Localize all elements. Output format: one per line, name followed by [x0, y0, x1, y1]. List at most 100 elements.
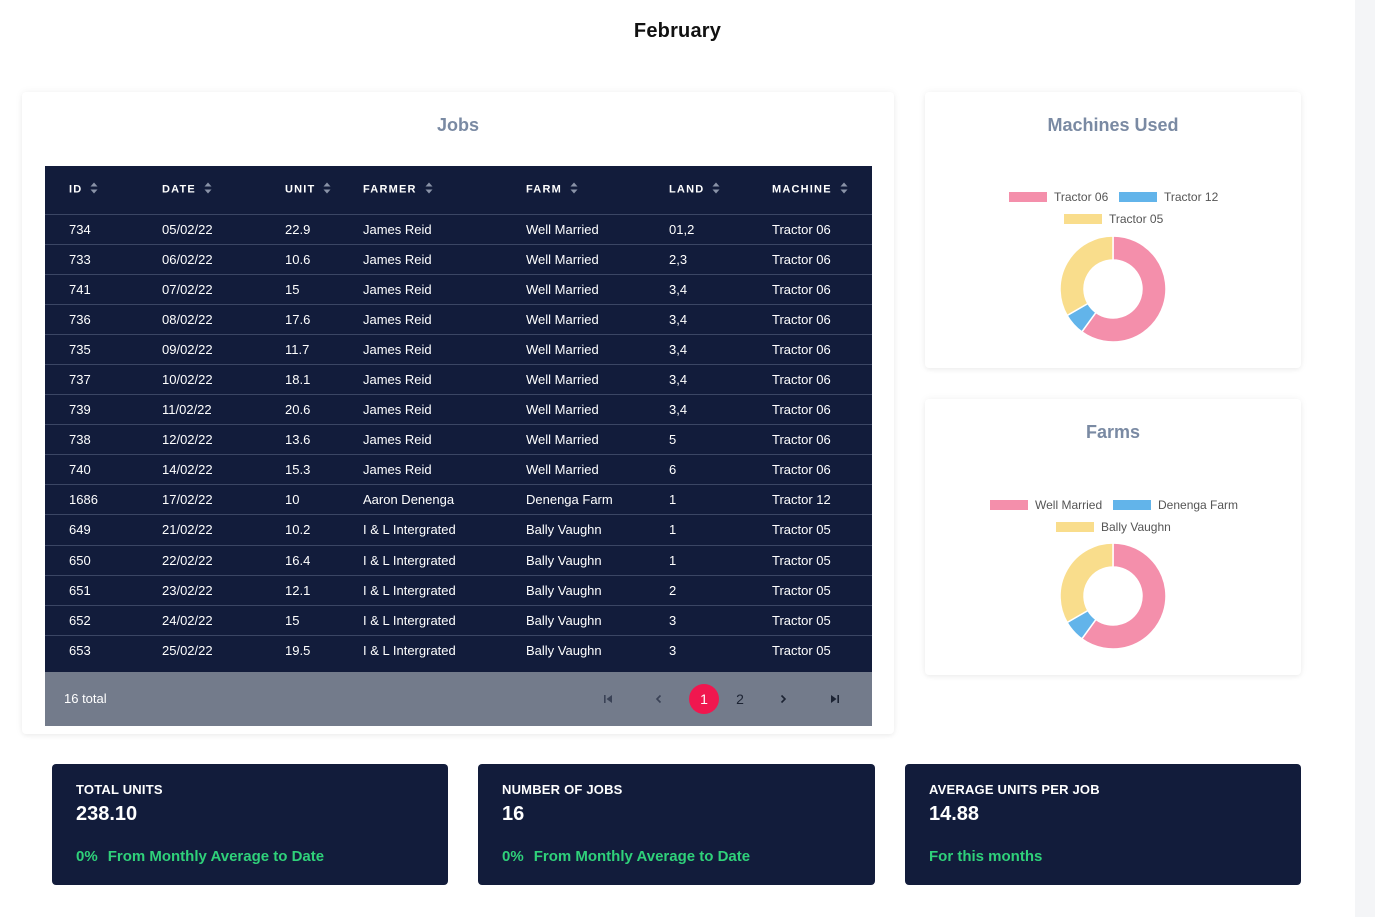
machines-used-card: Machines Used Tractor 06 Tractor 12 Trac… [925, 92, 1301, 368]
cell-farm: Well Married [526, 251, 599, 267]
table-row[interactable]: 739 11/02/22 20.6 James Reid Well Married 3,4… [45, 394, 872, 425]
donut-slice-well-married[interactable] [1080, 542, 1167, 650]
donut-slice-tractor-06[interactable] [1080, 235, 1167, 343]
cell-machine: Tractor 05 [772, 552, 831, 568]
sort-icon[interactable] [323, 182, 331, 197]
legend-swatch [1009, 192, 1047, 202]
page-1-button[interactable]: 1 [689, 684, 719, 714]
legend-item[interactable]: Tractor 06 [1009, 190, 1108, 204]
column-header-farm[interactable]: FARM [502, 166, 645, 214]
cell-date: 23/02/22 [162, 582, 213, 598]
cell-farmer: I & L Intergrated [363, 522, 456, 538]
jobs-card-title: Jobs [436, 115, 479, 135]
legend-label: Bally Vaughn [1101, 520, 1171, 534]
cell-date: 14/02/22 [162, 462, 213, 478]
cell-farmer: James Reid [363, 341, 432, 357]
cell-date: 17/02/22 [162, 492, 213, 508]
cell-machine: Tractor 06 [772, 372, 831, 388]
legend-item[interactable]: Bally Vaughn [1056, 520, 1171, 534]
cell-unit: 19.5 [285, 643, 311, 659]
table-row[interactable]: 734 05/02/22 22.9 James Reid Well Married 01,… [45, 214, 872, 244]
table-row[interactable]: 651 23/02/22 12.1 I & L Intergrated Bally Va… [45, 575, 872, 605]
stat-change: 0% From Monthly Average to Date [76, 848, 324, 865]
legend-label: Well Married [1035, 498, 1103, 512]
total-count: 16 total [64, 691, 107, 706]
legend-swatch [1056, 522, 1094, 532]
page-2-button[interactable]: 2 [736, 691, 744, 707]
column-header-id[interactable]: ID [45, 166, 138, 214]
cell-machine: Tractor 06 [772, 251, 831, 267]
column-header-label: FARM [526, 183, 562, 196]
table-body: 734 05/02/22 22.9 James Reid Well Married 01,… [45, 214, 872, 665]
cell-farm: Well Married [526, 341, 599, 357]
stat-label: TOTAL UNITS [76, 782, 163, 797]
column-header-unit[interactable]: UNIT [261, 166, 339, 214]
sort-icon[interactable] [204, 182, 212, 197]
cell-land: 3,4 [669, 402, 688, 418]
cell-farmer: James Reid [363, 311, 432, 327]
legend-item[interactable]: Tractor 12 [1119, 190, 1218, 204]
cell-id: 650 [69, 552, 91, 568]
table-row[interactable]: 1686 17/02/22 10 Aaron Denenga Denenga Farm 1… [45, 484, 872, 515]
table-row[interactable]: 737 10/02/22 18.1 James Reid Well Married 3,4… [45, 364, 872, 394]
table-row[interactable]: 650 22/02/22 16.4 I & L Intergrated Bally Va… [45, 545, 872, 575]
table-row[interactable]: 735 09/02/22 11.7 James Reid Well Married 3,4… [45, 334, 872, 364]
cell-land: 3,4 [669, 341, 688, 357]
cell-id: 652 [69, 612, 91, 628]
legend-item[interactable]: Well Married [990, 498, 1102, 512]
sort-icon[interactable] [570, 182, 578, 197]
cell-farm: Well Married [526, 462, 599, 478]
sort-icon[interactable] [90, 182, 98, 197]
column-header-label: ID [69, 183, 83, 196]
column-header-land[interactable]: LAND [645, 166, 748, 214]
cell-machine: Tractor 06 [772, 462, 831, 478]
donut-slice-bally-vaughn[interactable] [1059, 542, 1114, 624]
table-row[interactable]: 649 21/02/22 10.2 I & L Intergrated Bally Va… [45, 514, 872, 545]
donut-slice-tractor-05[interactable] [1059, 235, 1114, 317]
column-header-date[interactable]: DATE [138, 166, 261, 214]
scrollbar-track[interactable] [1355, 0, 1375, 917]
column-header-label: MACHINE [772, 183, 832, 196]
page-title: February [633, 20, 722, 42]
cell-farm: Well Married [526, 402, 599, 418]
column-header-label: DATE [162, 183, 196, 196]
prev-page-icon[interactable] [644, 684, 674, 714]
column-header-machine[interactable]: MACHINE [748, 166, 872, 214]
cell-land: 3,4 [669, 311, 688, 327]
sort-icon[interactable] [425, 182, 433, 197]
legend-swatch [990, 500, 1028, 510]
number-of-jobs-card: NUMBER OF JOBS 16 0% From Monthly Average… [478, 764, 875, 885]
machines-card-title: Machines Used [1047, 115, 1179, 135]
table-row[interactable]: 741 07/02/22 15 James Reid Well Married 3,4 Tr… [45, 274, 872, 304]
sort-icon[interactable] [840, 182, 848, 197]
legend-item[interactable]: Denenga Farm [1113, 498, 1238, 512]
legend-item[interactable]: Tractor 05 [1064, 212, 1163, 226]
pagination-bar: 16 total 1 2 [45, 672, 872, 726]
cell-farmer: I & L Intergrated [363, 643, 456, 659]
table-row[interactable]: 733 06/02/22 10.6 James Reid Well Married 2,3… [45, 244, 872, 274]
next-page-icon[interactable] [768, 684, 798, 714]
last-page-icon[interactable] [820, 684, 850, 714]
cell-land: 1 [669, 522, 677, 538]
cell-land: 3 [669, 643, 677, 659]
cell-id: 651 [69, 582, 91, 598]
cell-date: 25/02/22 [162, 643, 213, 659]
table-row[interactable]: 736 08/02/22 17.6 James Reid Well Married 3,4… [45, 304, 872, 334]
sort-icon[interactable] [712, 182, 720, 197]
stat-change-text: From Monthly Average to Date [533, 848, 751, 865]
table-row[interactable]: 652 24/02/22 15 I & L Intergrated Bally Vaug… [45, 605, 872, 635]
column-header-farmer[interactable]: FARMER [339, 166, 502, 214]
table-row[interactable]: 740 14/02/22 15.3 James Reid Well Married 6 Tr… [45, 454, 872, 485]
cell-id: 737 [69, 372, 91, 388]
cell-farmer: I & L Intergrated [363, 582, 456, 598]
table-row[interactable]: 653 25/02/22 19.5 I & L Intergrated Bally Va… [45, 635, 872, 665]
column-header-label: UNIT [285, 183, 316, 196]
cell-unit: 10.6 [285, 251, 311, 267]
cell-unit: 18.1 [285, 372, 311, 388]
column-header-label: FARMER [363, 183, 417, 196]
cell-farm: Denenga Farm [526, 492, 613, 508]
cell-date: 12/02/22 [162, 432, 213, 448]
first-page-icon[interactable] [593, 684, 623, 714]
table-row[interactable]: 738 12/02/22 13.6 James Reid Well Married 5 Tr… [45, 424, 872, 455]
cell-id: 741 [69, 281, 91, 297]
